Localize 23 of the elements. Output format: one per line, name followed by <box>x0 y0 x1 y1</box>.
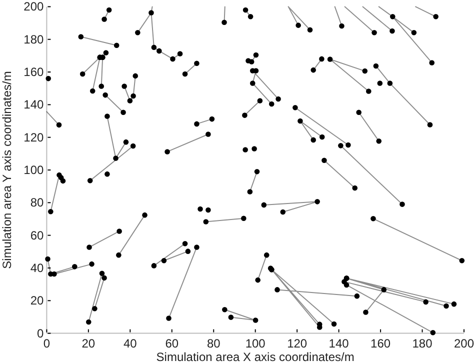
y-tick-label: 200 <box>24 0 44 14</box>
y-tick-label: 140 <box>24 98 44 112</box>
x-tick-label: 80 <box>206 336 221 350</box>
y-tick-label: 60 <box>30 228 44 242</box>
x-tick-label: 100 <box>245 336 266 350</box>
x-tick-label: 120 <box>287 336 308 350</box>
y-tick-label: 100 <box>24 163 44 177</box>
x-tick-label: 160 <box>370 336 391 350</box>
y-tick-label: 80 <box>30 196 44 210</box>
y-tick-label: 20 <box>30 294 44 308</box>
y-axis-title: Simulation area Y axis coordinates/m <box>0 71 14 269</box>
x-tick-label: 40 <box>123 336 138 350</box>
y-tick-label: 180 <box>24 32 44 46</box>
y-tick-label: 0 <box>37 326 44 340</box>
x-tick-label: 180 <box>412 336 433 350</box>
x-tick-label: 60 <box>165 336 179 350</box>
x-tick-label: 200 <box>454 336 474 350</box>
y-tick-label: 40 <box>30 260 44 275</box>
y-tick-label: 120 <box>24 130 44 144</box>
x-tick-label: 140 <box>328 336 350 350</box>
y-tick-label: 160 <box>24 65 44 80</box>
x-tick-label: 20 <box>82 336 96 350</box>
x-axis-title: Simulation area X axis coordinates/m <box>156 350 354 363</box>
